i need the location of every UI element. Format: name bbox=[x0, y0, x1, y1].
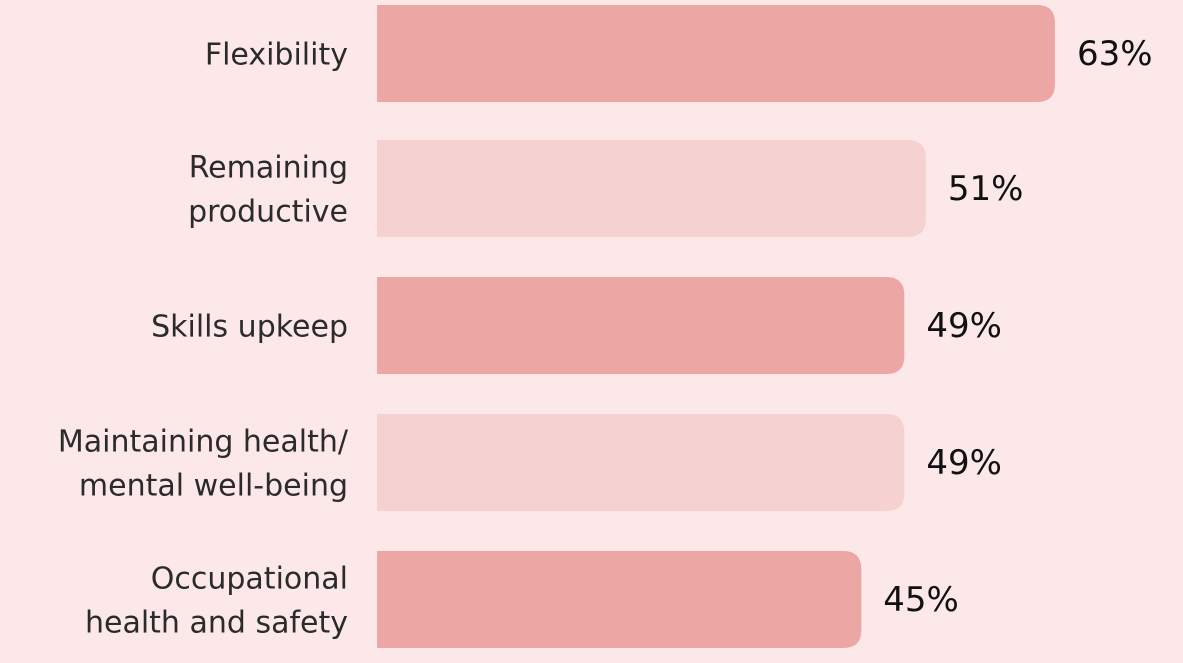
bar bbox=[377, 277, 905, 374]
category-label: Skills upkeep bbox=[151, 310, 348, 345]
bar bbox=[377, 5, 1055, 102]
value-label: 63% bbox=[1077, 34, 1153, 74]
bar bbox=[377, 551, 862, 648]
category-label: Flexibility bbox=[205, 38, 348, 73]
category-label: Maintaining health/mental well-being bbox=[58, 425, 349, 504]
value-label: 51% bbox=[948, 169, 1024, 209]
category-label: Occupational health and safety bbox=[85, 562, 348, 641]
category-label: Remaining productive bbox=[188, 151, 348, 230]
value-label: 49% bbox=[926, 306, 1002, 346]
value-label: 49% bbox=[926, 443, 1002, 483]
bar bbox=[377, 140, 926, 237]
value-label: 45% bbox=[883, 580, 959, 620]
bar bbox=[377, 414, 905, 511]
